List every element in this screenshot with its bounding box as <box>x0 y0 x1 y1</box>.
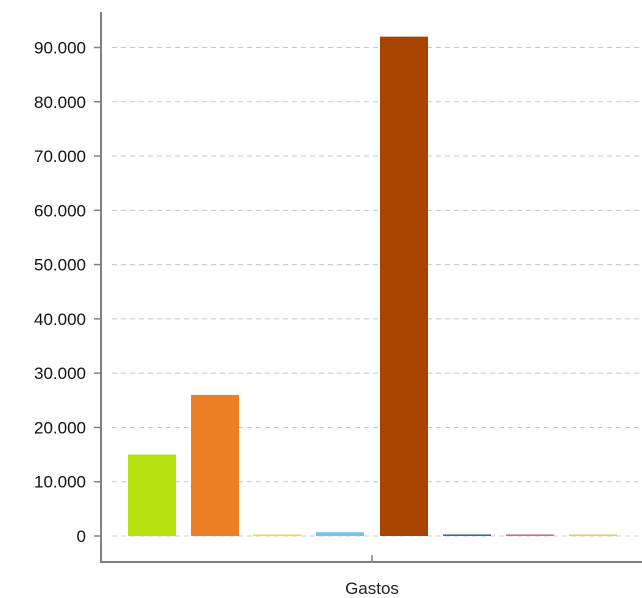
bar-layer <box>128 36 617 537</box>
bar-2[interactable] <box>253 534 301 536</box>
bar-7[interactable] <box>569 534 617 536</box>
y-tick-label-6: 60.000 <box>34 201 86 220</box>
y-tick-label-1: 10.000 <box>34 473 86 492</box>
bar-3[interactable] <box>316 532 364 536</box>
bar-1[interactable] <box>191 394 239 536</box>
axis-layer <box>94 12 642 563</box>
y-tick-label-8: 80.000 <box>34 93 86 112</box>
bar-0[interactable] <box>128 454 176 536</box>
y-tick-label-0: 0 <box>77 527 86 546</box>
label-layer: 0 10.000 20.000 30.000 40.000 50.000 60.000 70.… <box>34 39 399 598</box>
y-tick-label-2: 20.000 <box>34 418 86 437</box>
y-tick-label-5: 50.000 <box>34 256 86 275</box>
y-tick-label-4: 40.000 <box>34 310 86 329</box>
bar-5[interactable] <box>443 534 491 536</box>
grid-layer <box>112 47 642 537</box>
bar-6[interactable] <box>506 534 554 536</box>
bar-4[interactable] <box>380 36 428 537</box>
x-category-label-0: Gastos <box>345 579 399 598</box>
y-tick-label-3: 30.000 <box>34 364 86 383</box>
y-tick-label-7: 70.000 <box>34 147 86 166</box>
y-tick-label-9: 90.000 <box>34 39 86 58</box>
